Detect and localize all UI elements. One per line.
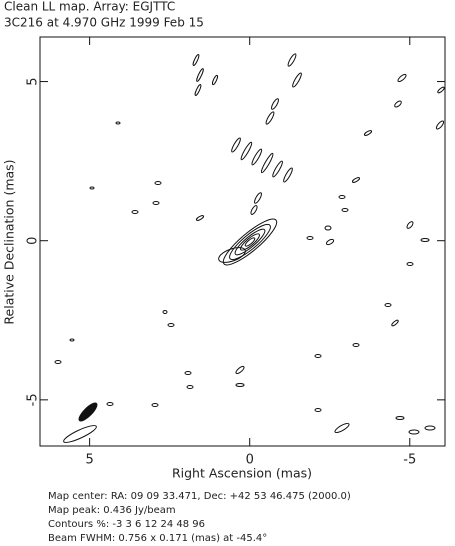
footer-line: Map center: RA: 09 09 33.471, Dec: +42 5…	[48, 491, 351, 502]
y-tick-label: 5	[26, 77, 41, 85]
contours	[54, 53, 445, 443]
x-tick-label: -5	[403, 453, 416, 468]
footer-line: Map peak: 0.436 Jy/beam	[48, 505, 176, 516]
x-tick-label: 5	[85, 453, 93, 468]
plot-frame	[39, 36, 446, 447]
chart-subtitle: 3C216 at 4.970 GHz 1999 Feb 15	[4, 16, 204, 30]
y-tick-label: -5	[26, 393, 41, 406]
footer-line: Contours %: -3 3 6 12 24 48 96	[48, 519, 205, 530]
x-tick-label: 0	[246, 453, 254, 468]
y-tick-label: 0	[26, 237, 41, 245]
chart-title: Clean LL map. Array: EGJTTC	[4, 0, 175, 14]
footer-line: Beam FWHM: 0.756 x 0.171 (mas) at -45.4°	[48, 533, 267, 544]
y-axis-label: Relative Declination (mas)	[2, 159, 17, 324]
x-axis-label: Right Ascension (mas)	[172, 466, 312, 481]
